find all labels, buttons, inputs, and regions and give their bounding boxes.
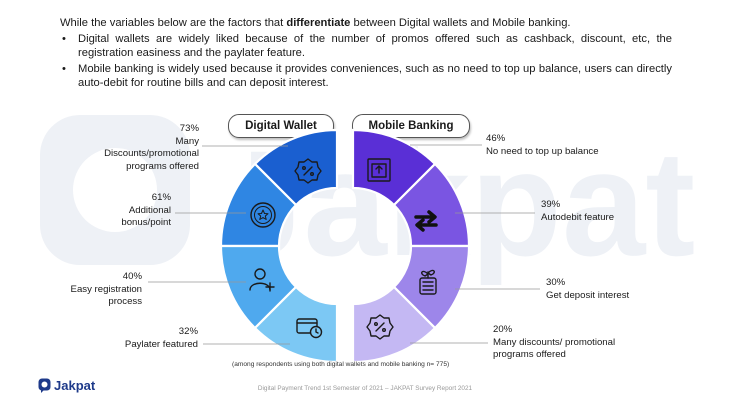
- jakpat-logo: Jakpat: [38, 378, 95, 393]
- banking-label-promos: 20% Many discounts/ promotional programs…: [493, 324, 643, 362]
- mobile-banking-header: Mobile Banking: [352, 114, 470, 138]
- wallet-label-discounts: 73% Many Discounts/promotional programs …: [29, 123, 199, 173]
- money-plant-icon: [419, 269, 437, 295]
- discount-badge-icon: [366, 314, 394, 340]
- wallet-label-paylater: 32% Paylater featured: [58, 326, 198, 351]
- wallet-pct-discounts: 73%: [179, 123, 199, 134]
- banking-pct-promos: 20%: [493, 324, 513, 335]
- wallet-text-discounts: Many Discounts/promotional programs offe…: [104, 135, 199, 172]
- banking-text-autodebit: Autodebit feature: [541, 211, 615, 223]
- banking-label-deposit: 30% Get deposit interest: [546, 277, 666, 302]
- jakpat-logo-text: Jakpat: [54, 378, 96, 393]
- banking-text-topup: No need to top up balance: [486, 145, 599, 157]
- wallet-text-bonus: Additional bonus/point: [121, 204, 171, 229]
- banking-label-autodebit: 39% Autodebit feature: [541, 199, 661, 224]
- add-user-icon: [249, 268, 275, 292]
- upload-box-icon: [367, 158, 391, 182]
- banking-text-deposit: Get deposit interest: [546, 289, 630, 301]
- wallet-text-registration: Easy registration process: [70, 283, 142, 308]
- wallet-pct-paylater: 32%: [178, 326, 198, 337]
- wallet-label-bonus: 61% Additional bonus/point: [31, 192, 171, 230]
- banking-label-topup: 46% No need to top up balance: [486, 133, 646, 158]
- wallet-pct-registration: 40%: [122, 271, 142, 282]
- wallet-pct-bonus: 61%: [151, 192, 171, 203]
- discount-badge-icon: [294, 158, 322, 184]
- jakpat-logo-icon: [38, 378, 51, 393]
- banking-text-promos: Many discounts/ promotional programs off…: [493, 336, 616, 361]
- intro-text: While the variables below are the factor…: [60, 16, 672, 92]
- footer-source: Digital Payment Trend 1st Semester of 20…: [257, 385, 473, 392]
- card-clock-icon: [296, 318, 323, 339]
- intro-lead: While the variables below are the factor…: [60, 17, 571, 29]
- star-coin-icon: [250, 202, 276, 228]
- wallet-text-paylater: Paylater featured: [124, 338, 198, 350]
- sample-note: (among respondents using both digital wa…: [232, 361, 450, 368]
- wallet-label-registration: 40% Easy registration process: [2, 271, 142, 309]
- banking-pct-topup: 46%: [486, 133, 506, 144]
- banking-pct-deposit: 30%: [546, 277, 566, 288]
- intro-bullet-wallet: Digital wallets are widely liked because…: [60, 32, 672, 61]
- banking-pct-autodebit: 39%: [541, 199, 561, 210]
- intro-bullets: Digital wallets are widely liked because…: [60, 32, 672, 91]
- intro-bullet-banking: Mobile banking is widely used because it…: [60, 62, 672, 91]
- swap-arrows-icon: [414, 210, 438, 232]
